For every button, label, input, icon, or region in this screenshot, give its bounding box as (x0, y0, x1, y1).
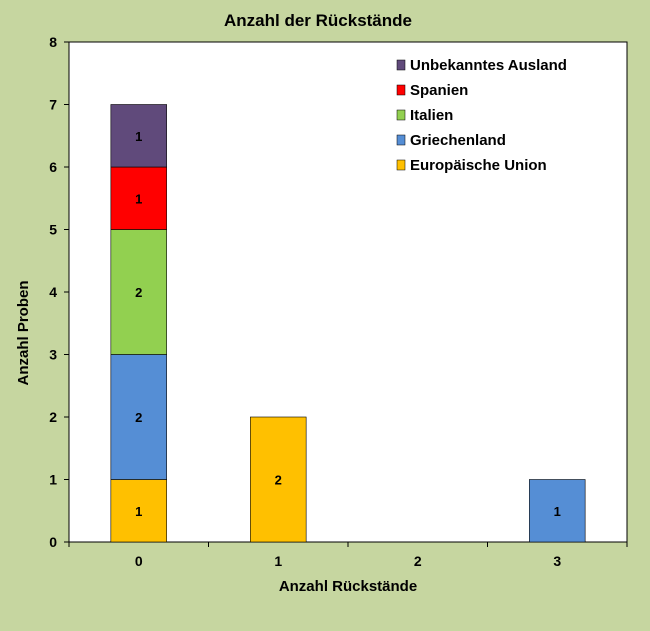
data-label: 1 (135, 129, 142, 144)
x-tick-label: 3 (553, 553, 561, 569)
y-tick-label: 2 (49, 409, 57, 425)
chart-title: Anzahl der Rückstände (224, 11, 412, 30)
x-tick-label: 0 (135, 553, 143, 569)
y-tick-label: 3 (49, 347, 57, 363)
bar-segment (110, 104, 167, 168)
x-tick-label: 1 (274, 553, 282, 569)
data-label: 1 (554, 504, 561, 519)
x-axis-title: Anzahl Rückstände (279, 578, 417, 595)
legend-entry: Europäische Union (410, 157, 547, 174)
legend-swatch (396, 109, 406, 121)
legend-entry: Italien (410, 107, 453, 124)
bar-segment (110, 354, 167, 480)
legend-swatch (396, 134, 406, 146)
y-tick-label: 7 (49, 97, 57, 113)
legend-swatch (396, 84, 406, 96)
legend: Unbekanntes Ausland Spanien Italien Grieche… (396, 57, 567, 174)
y-tick-label: 5 (49, 222, 57, 238)
bar-segment (529, 479, 586, 543)
bar-segment (250, 416, 307, 543)
legend-entry: Griechenland (410, 132, 506, 149)
axes-group: 0 1 2 3 4 5 6 7 8 0 1 2 3 (49, 34, 628, 569)
y-tick-label: 0 (49, 534, 57, 550)
data-label: 1 (135, 191, 142, 206)
legend-swatch (396, 159, 406, 171)
y-tick-label: 4 (49, 284, 57, 300)
x-tick-label: 2 (414, 553, 422, 569)
y-axis-title: Anzahl Proben (15, 280, 32, 385)
bar-segment (110, 166, 167, 230)
data-label: 2 (135, 285, 142, 300)
y-tick-label: 8 (49, 34, 57, 50)
data-label: 2 (275, 473, 282, 488)
data-label: 1 (135, 504, 142, 519)
bars-group: 1 2 2 1 1 2 1 (110, 104, 586, 543)
y-tick-label: 1 (49, 472, 57, 488)
y-tick-label: 6 (49, 159, 57, 175)
legend-entry: Unbekanntes Ausland (410, 57, 567, 74)
data-label: 2 (135, 410, 142, 425)
legend-entry: Spanien (410, 82, 468, 99)
legend-swatch (396, 59, 406, 71)
bar-segment (110, 479, 167, 543)
